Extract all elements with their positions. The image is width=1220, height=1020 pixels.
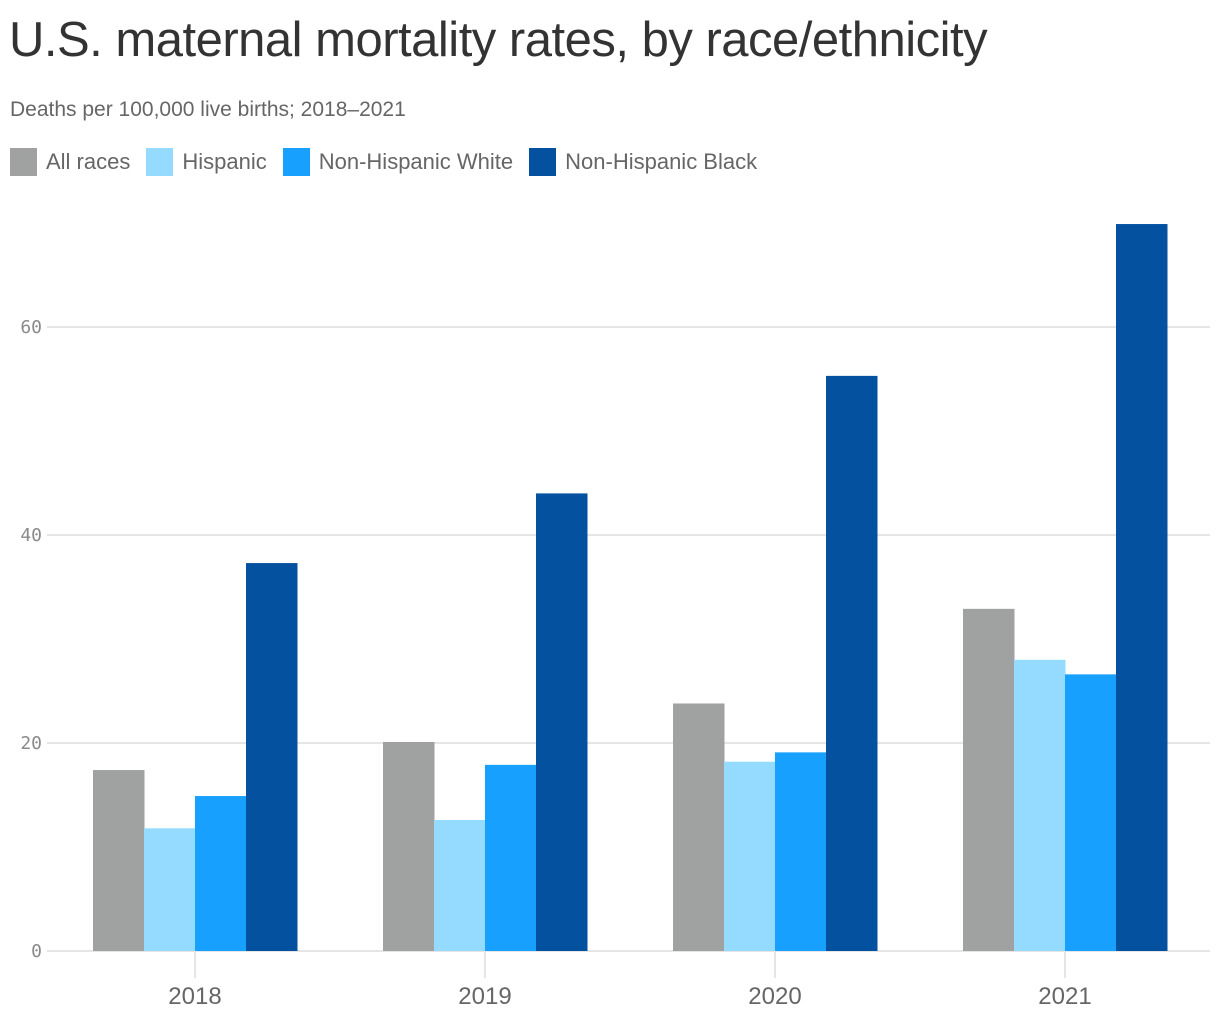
legend-label-non-hispanic-white: Non-Hispanic White <box>318 149 514 174</box>
x-tick-label-2019: 2019 <box>458 983 511 1010</box>
legend-swatch-hispanic <box>146 148 174 176</box>
legend-label-hispanic: Hispanic <box>182 149 267 174</box>
legend: All races Hispanic Non-Hispanic White No… <box>10 148 773 176</box>
bar-2020-all-races <box>673 703 725 951</box>
bar-2020-non-hispanic-black <box>826 375 878 951</box>
bars <box>93 224 1168 952</box>
chart-title: U.S. maternal mortality rates, by race/e… <box>9 13 988 67</box>
y-tick-label-0: 0 <box>31 941 42 962</box>
bar-2018-all-races <box>93 770 145 951</box>
bar-2021-non-hispanic-white <box>1065 674 1117 951</box>
legend-item-hispanic: Hispanic <box>146 148 267 176</box>
bar-2020-hispanic <box>724 761 776 951</box>
chart-subtitle: Deaths per 100,000 live births; 2018–202… <box>10 98 406 121</box>
bar-2019-all-races <box>383 741 435 951</box>
legend-swatch-all-races <box>10 148 37 176</box>
bar-2019-non-hispanic-white <box>485 764 537 951</box>
legend-swatch-non-hispanic-white <box>282 148 310 176</box>
legend-item-non-hispanic-white: Non-Hispanic White <box>282 148 514 176</box>
bar-2019-non-hispanic-black <box>536 493 588 951</box>
x-tick-label-2021: 2021 <box>1038 983 1091 1010</box>
legend-swatch-non-hispanic-black <box>529 148 557 176</box>
bar-2021-non-hispanic-black <box>1116 224 1168 952</box>
x-tick-label-2020: 2020 <box>748 983 801 1010</box>
legend-item-all-races: All races <box>10 148 130 176</box>
bar-2018-non-hispanic-white <box>195 796 247 951</box>
legend-item-non-hispanic-black: Non-Hispanic Black <box>529 148 757 176</box>
y-tick-label-20: 20 <box>20 733 42 754</box>
bar-2020-non-hispanic-white <box>775 752 827 951</box>
bar-2021-all-races <box>963 608 1015 951</box>
bar-2018-non-hispanic-black <box>246 563 298 951</box>
bar-2021-hispanic <box>1014 659 1066 951</box>
bar-2018-hispanic <box>144 828 196 951</box>
x-tick-label-2018: 2018 <box>168 983 221 1010</box>
axes: 0 20 40 60 2018 2019 2020 2021 <box>20 317 1091 1010</box>
legend-label-all-races: All races <box>46 149 131 174</box>
bar-2019-hispanic <box>434 819 486 951</box>
y-tick-label-40: 40 <box>20 525 42 546</box>
legend-label-non-hispanic-black: Non-Hispanic Black <box>565 149 758 174</box>
y-tick-label-60: 60 <box>20 317 42 338</box>
